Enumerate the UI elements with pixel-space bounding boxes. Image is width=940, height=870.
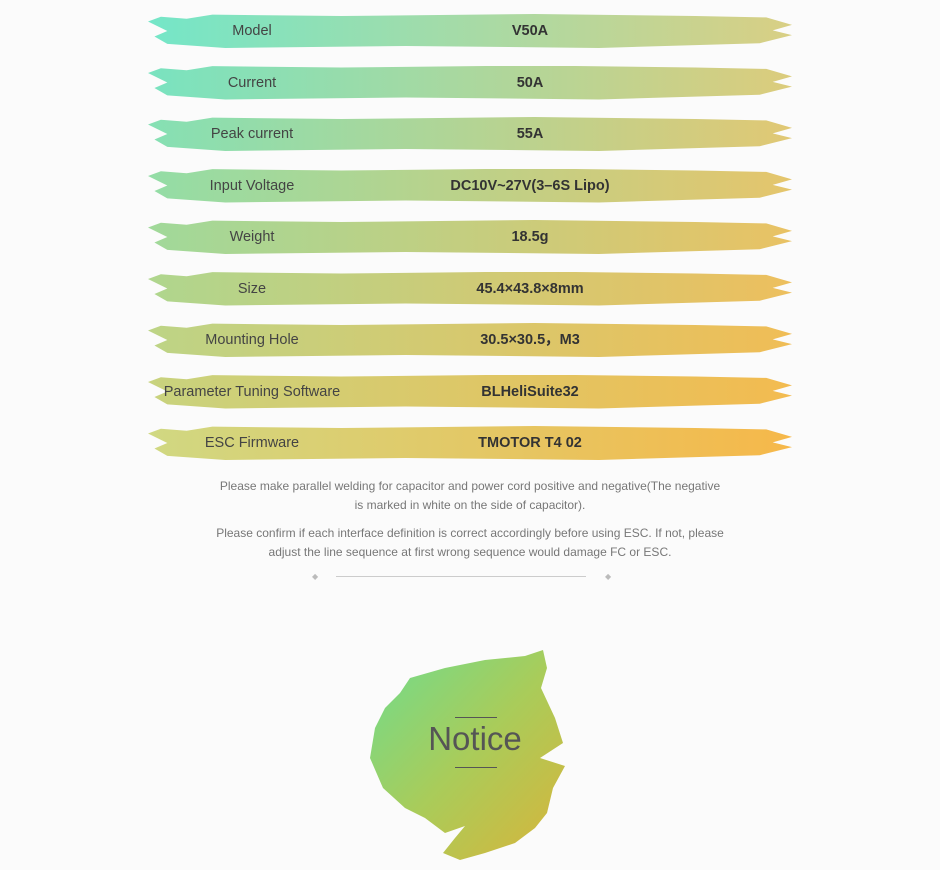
- notice-line-top: [455, 717, 497, 718]
- brush-stroke-bg: [148, 117, 792, 151]
- spec-row: Model V50A: [148, 14, 792, 48]
- spec-value: 55A: [516, 126, 544, 142]
- brush-stroke-bg: [148, 14, 792, 48]
- divider: [336, 576, 586, 577]
- notice-brush-stroke: [365, 648, 580, 863]
- spec-label: Input Voltage: [209, 177, 295, 194]
- divider-dot-left: ◆: [312, 572, 319, 581]
- brush-stroke-bg: [148, 168, 792, 203]
- spec-label: Current: [227, 74, 277, 91]
- spec-label: Parameter Tuning Software: [163, 383, 341, 400]
- spec-label: ESC Firmware: [204, 435, 300, 451]
- spec-value: V50A: [511, 23, 549, 39]
- notice-line-bottom: [455, 767, 497, 768]
- note-welding: Please make parallel welding for capacit…: [219, 479, 721, 512]
- spec-label: Weight: [229, 229, 275, 245]
- notice-title: Notice: [428, 720, 522, 757]
- spec-value: TMOTOR T4 02: [478, 435, 582, 451]
- spec-row: Parameter Tuning Software BLHeliSuite32: [148, 374, 792, 409]
- brush-stroke-bg: [148, 220, 792, 254]
- brush-stroke-bg: [148, 426, 792, 460]
- brush-stroke-bg: [148, 271, 792, 306]
- spec-row: Size 45.4×43.8×8mm: [148, 271, 792, 306]
- spec-value: 30.5×30.5，M3: [480, 332, 580, 348]
- spec-value: BLHeliSuite32: [481, 383, 579, 400]
- spec-label: Mounting Hole: [205, 332, 299, 348]
- spec-row: ESC Firmware TMOTOR T4 02: [148, 426, 792, 460]
- spec-row: Peak current 55A: [148, 117, 792, 151]
- brush-stroke-bg: [148, 323, 792, 357]
- spec-label: Peak current: [210, 126, 294, 142]
- spec-row: Current 50A: [148, 65, 792, 100]
- spec-label: Size: [237, 280, 267, 297]
- spec-row: Input Voltage DC10V~27V(3–6S Lipo): [148, 168, 792, 203]
- divider-dot-right: ◆: [605, 572, 612, 581]
- spec-row: Mounting Hole 30.5×30.5，M3: [148, 323, 792, 357]
- spec-value: 45.4×43.8×8mm: [476, 280, 584, 297]
- note-interface: Please confirm if each interface definit…: [216, 526, 724, 559]
- brush-stroke-bg: [148, 65, 792, 100]
- spec-label: Model: [232, 23, 272, 39]
- spec-value: DC10V~27V(3–6S Lipo): [450, 177, 610, 194]
- spec-row: Weight 18.5g: [148, 220, 792, 254]
- brush-stroke-bg: [148, 374, 792, 409]
- spec-value: 50A: [516, 74, 544, 91]
- spec-value: 18.5g: [511, 229, 549, 245]
